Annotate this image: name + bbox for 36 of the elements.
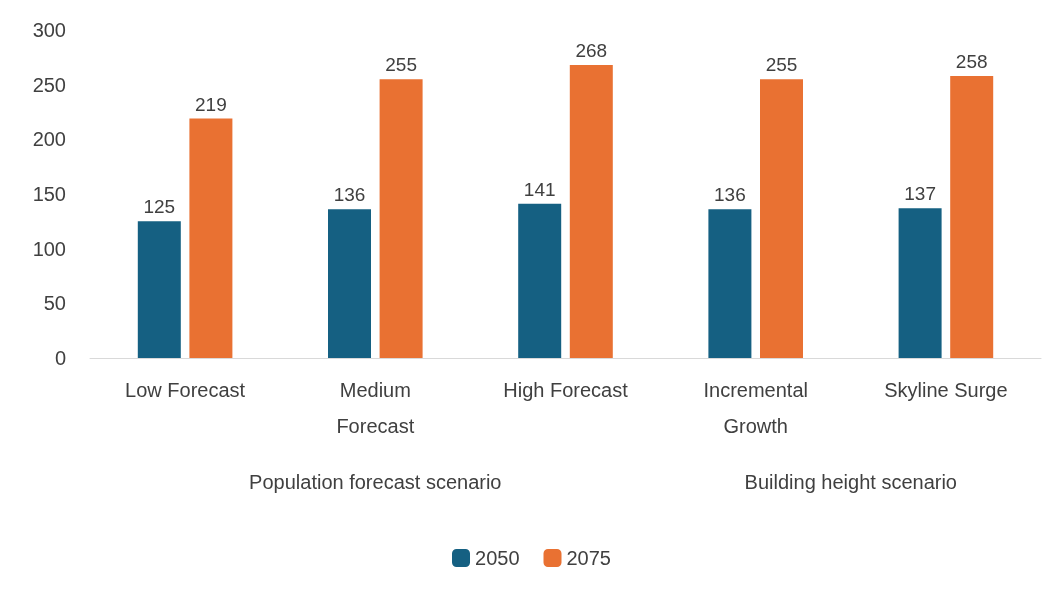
data-label: 137: [904, 183, 936, 205]
data-label: 255: [385, 54, 417, 76]
x-tick-label: Skyline Surge: [884, 379, 1008, 401]
y-tick-label: 300: [32, 19, 66, 41]
x-tick-label: Incremental Growth: [703, 379, 808, 437]
bar: [518, 203, 562, 358]
y-tick-label: 250: [32, 73, 66, 96]
x-tick-label: Low Forecast: [125, 379, 246, 401]
legend-label: 2075: [566, 547, 611, 569]
y-tick-label: 0: [54, 347, 66, 369]
x-tick-label: Medium Forecast: [336, 379, 415, 437]
data-label: 255: [765, 54, 798, 76]
text: Building height scenario: [744, 471, 957, 493]
bar: [379, 79, 423, 358]
data-label: 125: [143, 196, 176, 218]
y-tick-label: 150: [32, 183, 66, 205]
y-tick-label: 100: [32, 237, 66, 260]
legend-label: 2050: [475, 547, 520, 569]
bar: [898, 208, 942, 358]
y-tick-label: 50: [43, 292, 66, 315]
data-label: 136: [714, 184, 746, 206]
bar: [189, 118, 233, 358]
data-label: 258: [955, 50, 988, 72]
bar: [760, 79, 803, 358]
y-tick-label: 200: [32, 128, 66, 151]
bar: [137, 221, 181, 358]
data-label: 141: [523, 178, 556, 200]
bar: [950, 75, 994, 358]
bar: [708, 209, 752, 358]
text: Population forecast scenario: [249, 471, 502, 493]
data-label: 136: [333, 184, 366, 206]
bar: [328, 209, 371, 358]
x-tick-label: High Forecast: [503, 379, 629, 401]
data-label: 268: [575, 39, 608, 61]
data-label: 219: [195, 93, 227, 115]
bar: [569, 64, 613, 358]
